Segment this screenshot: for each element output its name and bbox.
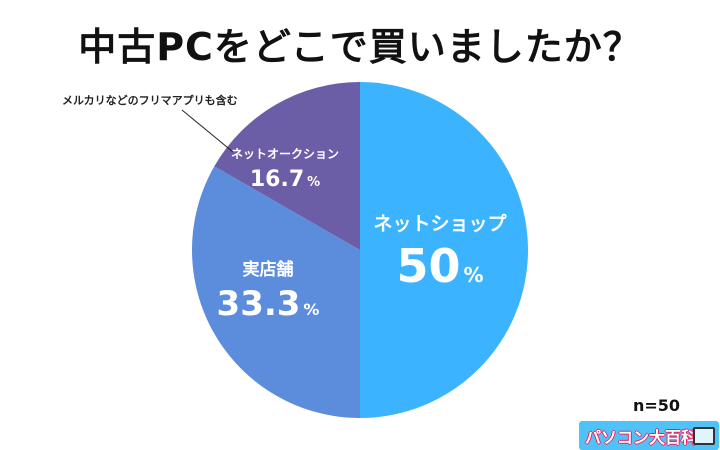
pie-slice [214, 82, 360, 250]
annotation-leader-line [181, 109, 234, 153]
sample-size: n=50 [632, 396, 680, 415]
logo-text: パソコン大百科 [585, 427, 698, 447]
slice-value: 50% [396, 239, 483, 293]
slice-label: ネットショップ [373, 212, 507, 235]
pie-slice [191, 166, 360, 418]
slice-value: 16.7% [250, 167, 320, 192]
annotation-text: メルカリなどのフリマアプリも含む [62, 93, 238, 107]
slice-value: 33.3% [217, 284, 320, 324]
site-logo: パソコン大百科 [579, 421, 719, 450]
slice-label: ネットオークション [231, 147, 339, 161]
laptop-icon [693, 427, 715, 445]
slice-label: 実店舗 [243, 259, 294, 280]
pie-slice [360, 82, 528, 418]
chart-title: 中古PCをどこで買いましたか？ [78, 25, 642, 69]
